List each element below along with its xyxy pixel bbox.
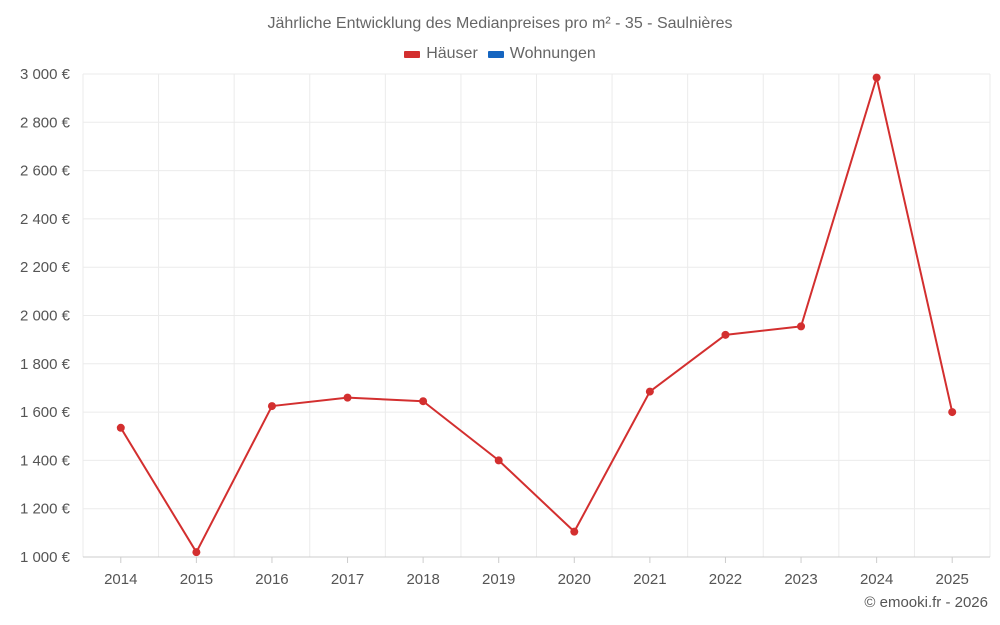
x-tick-label: 2016	[255, 571, 288, 588]
legend-swatch-houses	[404, 50, 421, 58]
data-point[interactable]	[419, 397, 428, 406]
x-tick-label: 2021	[633, 571, 666, 588]
y-tick-label: 1 800 €	[20, 356, 71, 373]
y-tick-label: 2 000 €	[20, 308, 71, 325]
y-tick-label: 1 000 €	[20, 549, 71, 566]
copyright-text: © emooki.fr - 2026	[864, 594, 988, 611]
y-tick-label: 2 400 €	[20, 211, 71, 228]
legend-item-apartments[interactable]: Wohnungen	[487, 45, 596, 63]
x-tick-label: 2024	[860, 571, 893, 588]
legend-swatch-apartments	[487, 50, 504, 58]
data-point[interactable]	[116, 423, 125, 432]
y-tick-label: 2 200 €	[20, 259, 71, 276]
data-point[interactable]	[343, 393, 352, 402]
x-tick-label: 2020	[558, 571, 591, 588]
legend-label-apartments: Wohnungen	[509, 45, 596, 62]
x-tick-label: 2018	[406, 571, 439, 588]
data-point[interactable]	[267, 402, 276, 411]
y-tick-label: 1 600 €	[20, 404, 71, 421]
chart-title: Jährliche Entwicklung des Medianpreises …	[267, 15, 733, 32]
data-point[interactable]	[872, 73, 881, 82]
data-point[interactable]	[570, 527, 579, 536]
x-tick-label: 2014	[104, 571, 137, 588]
y-tick-label: 2 600 €	[20, 163, 71, 180]
x-tick-label: 2017	[331, 571, 364, 588]
x-tick-label: 2015	[180, 571, 213, 588]
legend: Häuser Wohnungen	[0, 45, 1000, 63]
x-tick-label: 2023	[784, 571, 817, 588]
y-tick-label: 3 000 €	[20, 66, 71, 83]
y-tick-label: 1 400 €	[20, 452, 71, 469]
legend-label-houses: Häuser	[426, 45, 478, 62]
data-point[interactable]	[721, 330, 730, 339]
data-point[interactable]	[797, 322, 806, 331]
data-point[interactable]	[494, 456, 503, 465]
legend-item-houses[interactable]: Häuser	[404, 45, 478, 63]
data-point[interactable]	[192, 548, 201, 557]
y-tick-label: 2 800 €	[20, 114, 71, 131]
data-point[interactable]	[645, 387, 654, 396]
data-point[interactable]	[948, 408, 957, 417]
x-tick-label: 2025	[936, 571, 969, 588]
x-tick-label: 2022	[709, 571, 742, 588]
x-tick-label: 2019	[482, 571, 515, 588]
y-tick-label: 1 200 €	[20, 501, 71, 518]
series-line-0	[119, 76, 954, 554]
